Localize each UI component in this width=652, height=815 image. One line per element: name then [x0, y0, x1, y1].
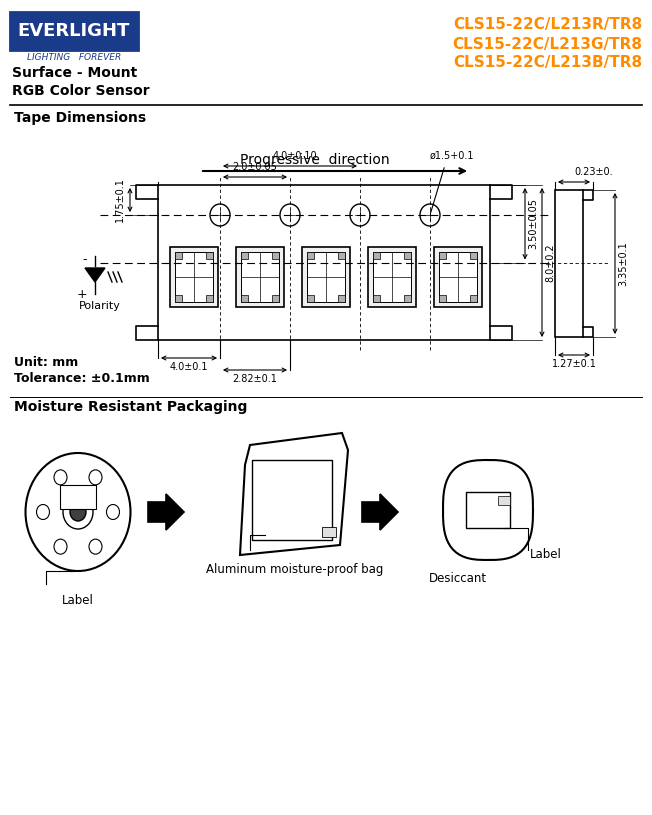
Polygon shape	[240, 433, 348, 555]
Ellipse shape	[210, 204, 230, 226]
Bar	[175, 252, 213, 302]
Text: Aluminum moisture-proof bag: Aluminum moisture-proof bag	[206, 563, 383, 576]
Bar	[236, 247, 284, 307]
Bar	[241, 252, 248, 259]
Bar	[434, 247, 482, 307]
Bar	[404, 252, 411, 259]
Bar	[470, 295, 477, 302]
Ellipse shape	[25, 453, 130, 571]
Ellipse shape	[350, 204, 370, 226]
Text: CLS15-22C/L213G/TR8: CLS15-22C/L213G/TR8	[452, 37, 642, 51]
Bar	[555, 190, 583, 337]
Text: Unit: mm: Unit: mm	[14, 355, 78, 368]
Text: RGB Color Sensor: RGB Color Sensor	[12, 84, 149, 98]
Ellipse shape	[63, 495, 93, 529]
Bar	[439, 252, 446, 259]
Text: ø1.5+0.1: ø1.5+0.1	[430, 151, 475, 161]
Text: 2.0±0.05: 2.0±0.05	[233, 162, 278, 172]
Ellipse shape	[89, 470, 102, 485]
Text: Tolerance: ±0.1mm: Tolerance: ±0.1mm	[14, 372, 150, 385]
Ellipse shape	[70, 503, 86, 521]
Polygon shape	[362, 494, 398, 530]
Bar	[60, 485, 96, 509]
Bar	[252, 460, 332, 540]
Ellipse shape	[54, 540, 67, 554]
Bar	[439, 252, 477, 302]
Bar	[175, 295, 182, 302]
Text: 8.0±0.2: 8.0±0.2	[545, 243, 555, 282]
Bar	[338, 252, 345, 259]
Text: 4.0±0.1: 4.0±0.1	[170, 362, 208, 372]
Bar	[158, 185, 490, 340]
Text: CLS15-22C/L213R/TR8: CLS15-22C/L213R/TR8	[452, 17, 642, 33]
Text: Desiccant: Desiccant	[429, 571, 487, 584]
Bar	[373, 252, 380, 259]
Bar	[241, 252, 279, 302]
Bar	[470, 252, 477, 259]
Bar	[307, 252, 314, 259]
Text: Polarity: Polarity	[79, 301, 121, 311]
Bar	[206, 295, 213, 302]
Ellipse shape	[280, 204, 300, 226]
Bar	[206, 252, 213, 259]
Ellipse shape	[37, 504, 50, 519]
Text: +: +	[76, 288, 87, 301]
Bar	[498, 496, 510, 505]
Text: Moisture Resistant Packaging: Moisture Resistant Packaging	[14, 400, 247, 414]
Bar	[307, 252, 345, 302]
Bar	[338, 295, 345, 302]
Text: 1.27±0.1: 1.27±0.1	[552, 359, 597, 369]
Polygon shape	[85, 268, 105, 282]
Ellipse shape	[420, 204, 440, 226]
Polygon shape	[148, 494, 184, 530]
Ellipse shape	[54, 470, 67, 485]
Bar	[373, 252, 411, 302]
FancyBboxPatch shape	[10, 12, 138, 50]
Text: -: -	[83, 253, 87, 267]
Bar	[404, 295, 411, 302]
Text: Tape Dimensions: Tape Dimensions	[14, 111, 146, 125]
Text: EVERLIGHT: EVERLIGHT	[18, 22, 130, 40]
Text: Label: Label	[530, 548, 562, 562]
Text: 0.23±0.: 0.23±0.	[574, 167, 613, 177]
Bar	[368, 247, 416, 307]
Text: Label: Label	[62, 593, 94, 606]
Bar	[272, 252, 279, 259]
Bar	[272, 295, 279, 302]
Text: 2.82±0.1: 2.82±0.1	[233, 374, 278, 384]
Bar	[373, 295, 380, 302]
Text: 3.50±0.05: 3.50±0.05	[528, 198, 538, 249]
Bar	[439, 295, 446, 302]
Bar	[170, 247, 218, 307]
Bar	[322, 527, 336, 537]
Bar	[307, 295, 314, 302]
Ellipse shape	[106, 504, 119, 519]
Text: Progressive  direction: Progressive direction	[240, 153, 390, 167]
Bar	[241, 295, 248, 302]
Text: LIGHTING   FOREVER: LIGHTING FOREVER	[27, 52, 121, 61]
Text: 1.75±0.1: 1.75±0.1	[115, 178, 125, 222]
Text: CLS15-22C/L213B/TR8: CLS15-22C/L213B/TR8	[453, 55, 642, 71]
Bar	[466, 492, 510, 528]
Text: 3.35±0.1: 3.35±0.1	[618, 241, 628, 286]
Bar	[302, 247, 350, 307]
Text: 4.0±0.10: 4.0±0.10	[273, 151, 318, 161]
Text: Surface - Mount: Surface - Mount	[12, 66, 138, 80]
Polygon shape	[443, 460, 533, 560]
Bar	[175, 252, 182, 259]
Ellipse shape	[89, 540, 102, 554]
